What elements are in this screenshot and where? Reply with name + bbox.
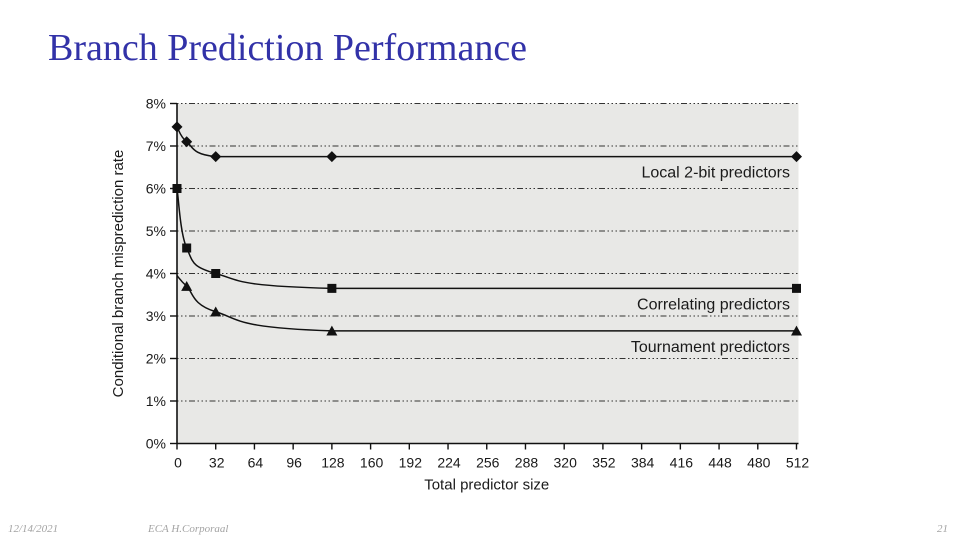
x-tick-label: 416: [670, 455, 694, 471]
series-marker-square: [182, 243, 192, 253]
y-tick-label: 3%: [146, 308, 166, 324]
page-title: Branch Prediction Performance: [48, 27, 528, 69]
y-tick-label: 8%: [146, 96, 166, 112]
x-tick-label: 160: [360, 455, 384, 471]
y-tick-label: 6%: [146, 181, 166, 197]
y-tick-label: 1%: [146, 393, 166, 409]
series-marker-diamond: [326, 151, 338, 163]
y-axis-title: Conditional branch misprediction rate: [110, 150, 127, 398]
x-tick-label: 384: [631, 455, 655, 471]
x-tick-label: 448: [708, 455, 732, 471]
series-marker-triangle: [326, 325, 338, 336]
series-marker-diamond: [791, 151, 802, 163]
series-marker-square: [792, 283, 801, 293]
series-marker-triangle: [181, 281, 193, 291]
y-tick-label: 4%: [146, 266, 166, 282]
series-marker-triangle: [791, 325, 802, 336]
y-tick-label: 5%: [146, 223, 166, 239]
x-tick-label: 480: [747, 455, 771, 471]
series-label-local-2-bit-predictors: Local 2-bit predictors: [641, 165, 790, 182]
x-tick-label: 320: [554, 455, 578, 471]
y-tick-label: 7%: [146, 138, 166, 154]
series-marker-triangle: [210, 306, 222, 317]
series-marker-square: [327, 283, 337, 293]
x-tick-label: 224: [437, 455, 461, 471]
x-tick-label: 288: [515, 455, 539, 471]
x-tick-label: 192: [399, 455, 423, 471]
series-marker-diamond: [181, 136, 193, 148]
series-label-tournament-predictors: Tournament predictors: [631, 339, 790, 356]
series-label-correlating-predictors: Correlating predictors: [637, 296, 790, 313]
series-marker-diamond: [210, 151, 222, 163]
x-tick-label: 96: [286, 455, 302, 471]
x-tick-label: 352: [592, 455, 616, 471]
footer-author: ECA H.Corporaal: [148, 523, 229, 535]
x-axis-title: Total predictor size: [424, 477, 549, 494]
series-marker-diamond: [171, 121, 183, 133]
x-tick-label: 32: [209, 455, 225, 471]
y-tick-label: 0%: [146, 436, 166, 452]
footer-date: 12/14/2021: [8, 523, 59, 535]
footer-page-number: 21: [937, 523, 948, 535]
x-tick-label: 512: [786, 455, 810, 471]
x-tick-label: 0: [174, 455, 182, 471]
x-tick-label: 128: [321, 455, 345, 471]
series-marker-square: [172, 184, 182, 193]
x-tick-label: 256: [476, 455, 500, 471]
y-tick-label: 2%: [146, 351, 166, 367]
x-tick-label: 64: [248, 455, 264, 471]
series-marker-square: [211, 269, 221, 278]
